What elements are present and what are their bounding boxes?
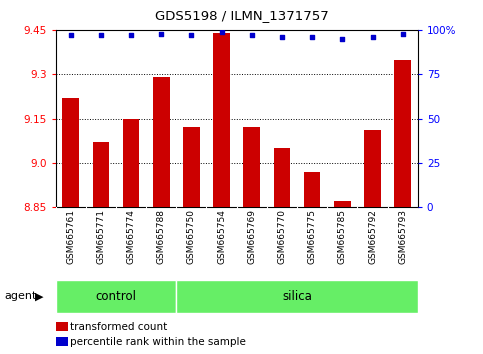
Text: percentile rank within the sample: percentile rank within the sample	[70, 337, 246, 347]
Bar	[176, 280, 418, 313]
Bar	[304, 172, 320, 207]
Text: control: control	[96, 290, 136, 303]
Point	[127, 33, 135, 38]
Text: GSM665775: GSM665775	[308, 209, 317, 264]
Text: GSM665769: GSM665769	[247, 209, 256, 264]
Bar	[364, 130, 381, 207]
Text: transformed count: transformed count	[70, 322, 167, 332]
Text: GSM665774: GSM665774	[127, 209, 136, 264]
Point	[187, 33, 195, 38]
Bar	[334, 201, 351, 207]
Bar	[395, 59, 411, 207]
Bar	[56, 322, 68, 331]
Bar	[183, 127, 199, 207]
Point	[308, 34, 316, 40]
Bar	[123, 119, 139, 207]
Bar	[243, 127, 260, 207]
Text: GSM665754: GSM665754	[217, 209, 226, 264]
Point	[157, 31, 165, 36]
Text: GSM665788: GSM665788	[156, 209, 166, 264]
Text: GSM665770: GSM665770	[277, 209, 286, 264]
Point	[97, 33, 105, 38]
Text: GSM665761: GSM665761	[66, 209, 75, 264]
Point	[218, 29, 226, 35]
Text: GSM665750: GSM665750	[187, 209, 196, 264]
Point	[369, 34, 376, 40]
Point	[67, 33, 74, 38]
Text: silica: silica	[282, 290, 312, 303]
Point	[248, 33, 256, 38]
Bar	[56, 280, 176, 313]
Text: GDS5198 / ILMN_1371757: GDS5198 / ILMN_1371757	[155, 9, 328, 22]
Bar	[153, 77, 170, 207]
Bar	[274, 148, 290, 207]
Text: GSM665792: GSM665792	[368, 209, 377, 264]
Point	[399, 31, 407, 36]
Point	[339, 36, 346, 42]
Text: GSM665785: GSM665785	[338, 209, 347, 264]
Text: GSM665771: GSM665771	[96, 209, 105, 264]
Bar	[213, 33, 230, 207]
Bar	[93, 142, 109, 207]
Text: GSM665793: GSM665793	[398, 209, 407, 264]
Bar	[56, 337, 68, 346]
Text: ▶: ▶	[35, 291, 43, 302]
Bar	[62, 98, 79, 207]
Text: agent: agent	[5, 291, 37, 302]
Point	[278, 34, 286, 40]
